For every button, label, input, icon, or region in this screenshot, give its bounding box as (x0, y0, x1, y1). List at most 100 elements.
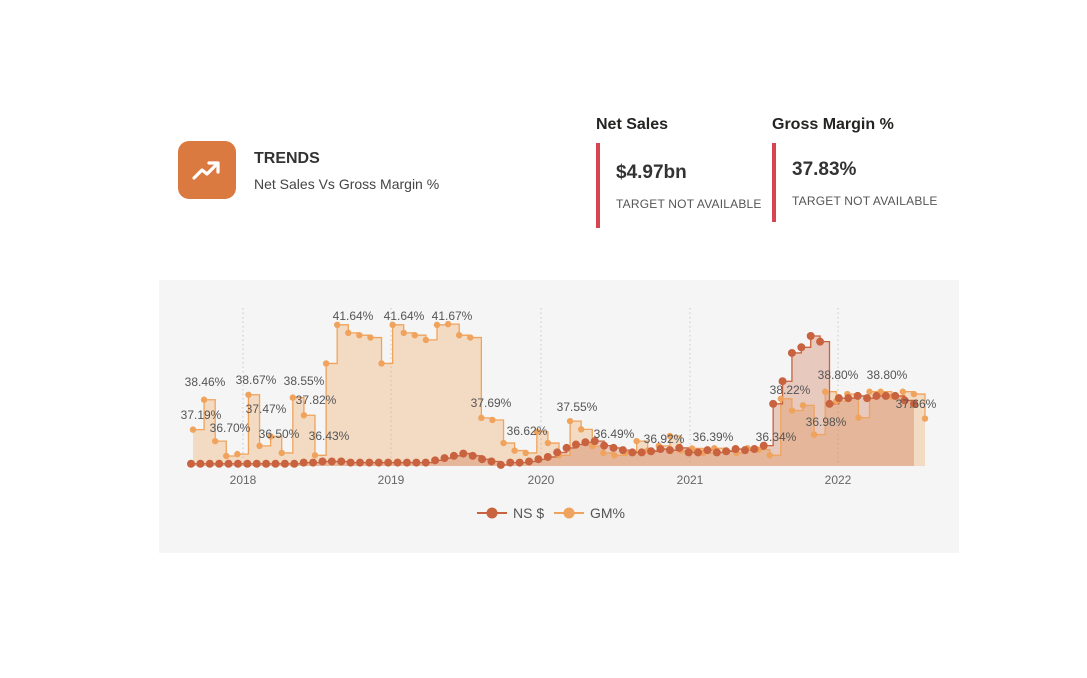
ns-point (740, 446, 749, 455)
ns-point (834, 394, 843, 403)
ns-point (431, 456, 440, 465)
ns-point (787, 348, 796, 357)
kpi-label-gross-margin: Gross Margin % (772, 116, 894, 133)
x-tick-label: 2019 (378, 473, 405, 487)
gm-data-label: 38.55% (284, 374, 325, 388)
gm-data-label: 36.34% (756, 430, 797, 444)
gm-point (189, 426, 197, 433)
ns-point (374, 458, 383, 467)
kpi-target-gross-margin: TARGET NOT AVAILABLE (792, 194, 938, 208)
gm-data-label: 36.98% (806, 415, 847, 429)
gm-data-label: 38.46% (185, 375, 226, 389)
ns-point (205, 459, 214, 468)
gm-point (467, 334, 474, 341)
trend-up-glyph (192, 161, 220, 180)
gm-point (478, 414, 485, 422)
gm-point (367, 334, 374, 341)
gm-point (256, 442, 263, 450)
gm-data-label: 36.92% (644, 432, 685, 446)
gm-point (921, 415, 929, 422)
gm-point (544, 439, 552, 447)
ns-point (365, 458, 374, 467)
gm-data-label: 36.43% (309, 429, 350, 443)
gm-point (311, 452, 319, 459)
gm-point (577, 426, 585, 433)
page-subtitle: Net Sales Vs Gross Margin % (254, 176, 440, 192)
ns-point (356, 458, 365, 467)
gm-data-label: 37.82% (296, 393, 337, 407)
ns-point (844, 394, 853, 403)
ns-point (863, 394, 872, 403)
trend-chart-panel: 38.46% 37.19% 36.70% 38.67% 37.47% 36.50% 38.5… (159, 280, 959, 553)
gm-point (533, 428, 541, 435)
gm-point (522, 449, 529, 457)
gm-point (422, 336, 430, 344)
ns-point (271, 459, 280, 468)
ns-point (299, 458, 308, 467)
gm-point (910, 390, 918, 398)
gm-data-label: 37.47% (246, 402, 287, 416)
ns-point (609, 443, 618, 452)
ns-point (449, 451, 458, 460)
ns-point (571, 440, 580, 449)
ns-point (525, 457, 534, 466)
gm-data-label: 37.66% (896, 397, 937, 411)
gm-point (267, 433, 274, 440)
ns-point (252, 459, 261, 468)
ns-point (665, 446, 674, 455)
gm-point (899, 388, 907, 395)
ns-point (825, 399, 834, 408)
ns-point (600, 441, 609, 450)
x-tick-label: 2022 (825, 473, 852, 487)
ns-point (262, 459, 271, 468)
ns-point (459, 449, 468, 458)
x-tick-label: 2021 (677, 473, 704, 487)
ns-point (318, 457, 327, 466)
ns-point (290, 459, 299, 468)
ns-point (637, 448, 646, 457)
gm-data-label: 36.49% (594, 427, 635, 441)
ns-point (393, 458, 402, 467)
gm-data-label: 38.67% (236, 373, 277, 387)
legend-gm-marker (563, 507, 575, 519)
trend-chart: 38.46% 37.19%36.70% 38.67% 37.47% 36.50% 38.5… (181, 308, 937, 521)
gm-point (333, 321, 341, 329)
gm-point (810, 431, 818, 438)
gm-point (600, 449, 607, 457)
kpi-value-net-sales: $4.97bn (616, 162, 687, 183)
ns-point (196, 459, 205, 468)
ns-point (712, 448, 721, 457)
gm-data-label: 38.80% (867, 368, 908, 382)
gm-point (211, 437, 219, 445)
kpi-target-net-sales: TARGET NOT AVAILABLE (616, 197, 762, 211)
ns-point (243, 459, 252, 468)
ns-point (487, 457, 496, 466)
ns-point (900, 396, 909, 405)
legend-ns-marker (486, 507, 498, 519)
ns-point (384, 458, 393, 467)
gm-point (766, 452, 773, 459)
gm-point (444, 320, 452, 328)
gm-point (788, 407, 796, 414)
ns-point (731, 445, 740, 454)
gm-data-label: 36.39% (693, 430, 734, 444)
gm-data-label: 38.22% (770, 383, 811, 397)
ns-point (581, 438, 590, 447)
ns-point (816, 337, 825, 346)
gm-point (611, 452, 618, 459)
ns-point (675, 443, 684, 452)
gm-point (433, 321, 441, 329)
ns-point (797, 343, 806, 352)
gm-point (322, 360, 330, 367)
ns-point (337, 457, 346, 466)
gm-data-label: 41.64% (384, 309, 425, 323)
ns-point (750, 445, 759, 454)
gm-point (356, 331, 363, 339)
ns-point (684, 448, 693, 457)
gm-point (777, 395, 785, 402)
gm-point (855, 414, 862, 421)
ns-point (496, 460, 505, 469)
ns-point (224, 459, 233, 468)
ns-point (910, 399, 918, 408)
ns-point (778, 377, 787, 386)
